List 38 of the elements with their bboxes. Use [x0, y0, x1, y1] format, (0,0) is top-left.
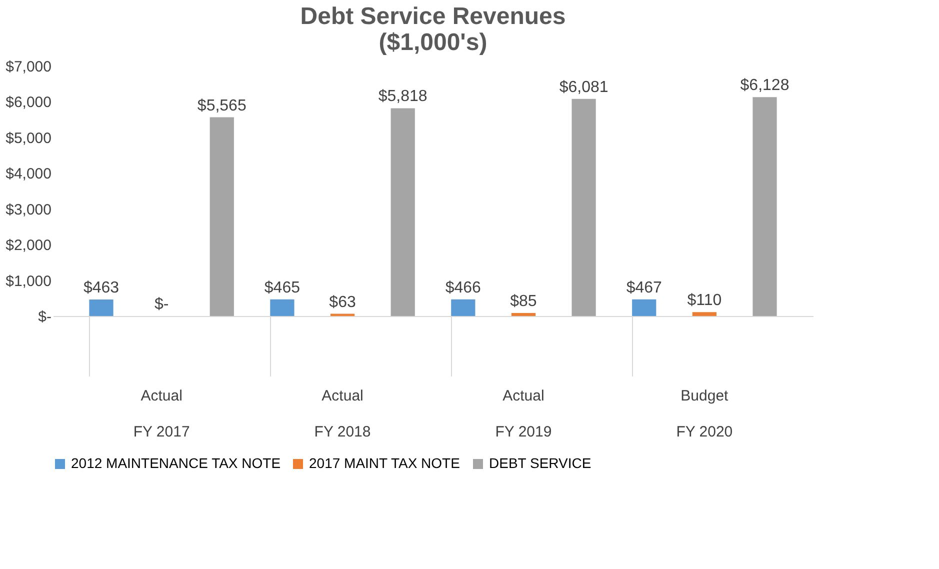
legend-label: 2017 MAINT TAX NOTE: [309, 455, 460, 471]
data-label: $466: [445, 279, 482, 296]
data-label: $6,081: [559, 78, 608, 96]
bar: [390, 108, 415, 316]
y-tick-label: $1,000: [6, 272, 52, 290]
y-tick-label: $5,000: [6, 130, 52, 147]
y-tick-label: $6,000: [6, 94, 52, 112]
data-label: $467: [626, 279, 662, 296]
data-label: $465: [264, 279, 300, 296]
legend-label: DEBT SERVICE: [489, 455, 592, 471]
data-label: $6,128: [740, 77, 790, 94]
bar: [210, 117, 234, 316]
bar: [692, 312, 716, 316]
bar: [572, 98, 596, 316]
category-label: Actual FY 2018: [314, 388, 371, 440]
category-label: Actual FY 2019: [495, 388, 552, 440]
category-label: Budget FY 2020: [676, 388, 733, 440]
chart-title: Debt Service Revenues ($1,000's): [300, 3, 566, 56]
y-tick-label: $2,000: [6, 237, 52, 254]
data-label: $5,565: [197, 97, 246, 114]
data-label: $85: [510, 292, 537, 310]
bar: [451, 299, 476, 316]
bar: [511, 312, 536, 316]
data-label: $463: [83, 279, 120, 296]
bar: [752, 97, 777, 316]
category-label: Actual FY 2017: [133, 388, 190, 440]
legend-label: 2012 MAINTENANCE TAX NOTE: [71, 455, 281, 471]
bar: [270, 299, 294, 316]
y-tick-label: $-: [38, 308, 52, 326]
data-label: $-: [154, 296, 169, 313]
data-label: $110: [687, 292, 722, 310]
y-tick-label: $3,000: [6, 201, 52, 218]
data-label: $5,818: [378, 88, 428, 106]
bar: [89, 299, 114, 316]
bar: [632, 299, 656, 316]
data-label: $63: [329, 294, 356, 311]
y-tick-label: $7,000: [6, 58, 52, 76]
y-tick-label: $4,000: [6, 166, 52, 183]
